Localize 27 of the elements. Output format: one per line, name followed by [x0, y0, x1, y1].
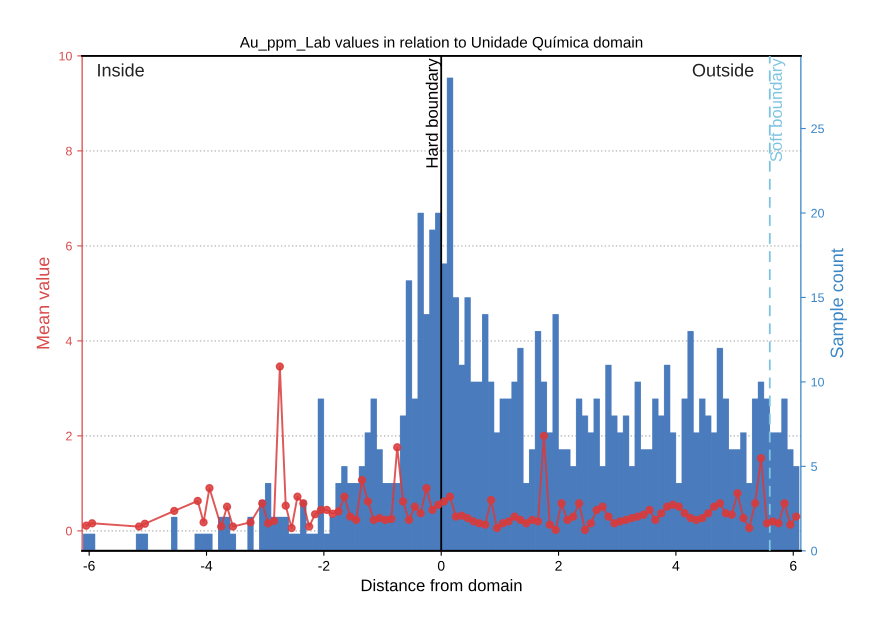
- annotation: Outside: [692, 63, 754, 77]
- y-tick-label: 2: [66, 432, 72, 440]
- y2-tick-label: 25: [811, 124, 824, 134]
- ref-line-label: Hard boundary: [426, 58, 442, 168]
- ref-line-label: Soft boundary: [770, 58, 786, 162]
- y-tick-label: 10: [59, 52, 72, 61]
- x-axis-title: Distance from domain: [362, 579, 522, 592]
- chart-title: Au_ppm_Lab values in relation to Unidade Química domain: [240, 36, 642, 51]
- x-tick-label: -6: [84, 560, 95, 571]
- x-tick-label: 2: [555, 560, 562, 571]
- y-axis-title: Mean value: [36, 257, 50, 349]
- y2-tick-label: 15: [812, 293, 824, 302]
- x-tick-label: -2: [318, 560, 330, 571]
- y2-axis-title: Sample count: [830, 248, 847, 358]
- annotation: Inside: [98, 63, 144, 77]
- y2-tick-label: 10: [812, 378, 824, 387]
- y-tick-label: 0: [66, 526, 72, 536]
- y-tick-label: 8: [66, 146, 72, 156]
- x-tick-label: 0: [438, 560, 445, 571]
- x-tick-label: 4: [672, 561, 680, 571]
- y-tick-label: 4: [66, 336, 72, 346]
- y2-tick-label: 0: [811, 546, 818, 556]
- y2-tick-label: 20: [811, 208, 824, 218]
- y-tick-label: 6: [66, 242, 72, 251]
- x-tick-label: 6: [790, 560, 797, 571]
- x-tick-label: -4: [200, 561, 212, 571]
- y2-tick-label: 5: [811, 462, 818, 472]
